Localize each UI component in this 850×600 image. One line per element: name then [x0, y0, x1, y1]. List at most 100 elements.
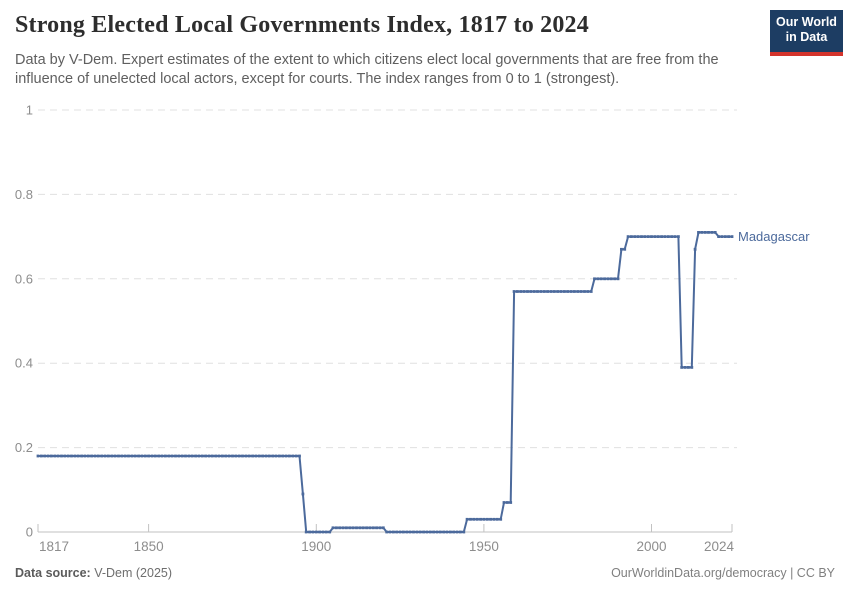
- data-point: [190, 454, 194, 458]
- x-axis-tick-label: 2024: [704, 539, 735, 554]
- data-point: [46, 454, 50, 458]
- data-point: [723, 235, 727, 238]
- x-axis-tick-label: 1850: [134, 539, 164, 554]
- data-point: [83, 454, 87, 458]
- credit-text: OurWorldinData.org/democracy | CC BY: [611, 566, 835, 580]
- data-point: [499, 517, 503, 521]
- y-axis-tick-label: 1: [26, 103, 33, 118]
- data-point: [153, 454, 157, 458]
- data-point: [660, 235, 663, 238]
- data-point: [556, 290, 560, 293]
- data-point: [405, 530, 409, 534]
- data-point: [140, 454, 144, 458]
- data-point: [552, 290, 556, 293]
- data-point: [257, 454, 261, 458]
- data-point: [693, 247, 697, 251]
- data-point: [539, 290, 543, 293]
- data-point: [700, 231, 704, 234]
- data-point: [288, 454, 291, 458]
- data-point: [331, 526, 335, 530]
- y-axis-tick-label: 0.2: [15, 440, 33, 455]
- data-point: [532, 290, 536, 293]
- data-point: [506, 501, 509, 504]
- data-point: [536, 290, 539, 293]
- data-point: [596, 277, 600, 281]
- data-point: [586, 290, 590, 293]
- data-point: [388, 530, 392, 534]
- data-point: [267, 454, 271, 458]
- data-point: [160, 454, 164, 458]
- data-point: [53, 454, 57, 458]
- data-point: [445, 530, 449, 534]
- data-point: [385, 530, 389, 534]
- data-point: [217, 454, 221, 458]
- data-point: [96, 454, 100, 458]
- data-point: [80, 454, 83, 458]
- series-end-label: Madagascar: [738, 229, 810, 244]
- data-point: [341, 526, 345, 530]
- data-point: [348, 526, 352, 530]
- data-point: [626, 235, 630, 238]
- data-source-value: V-Dem (2025): [90, 566, 173, 580]
- data-point: [308, 530, 311, 534]
- data-point: [338, 526, 342, 530]
- data-point: [432, 530, 435, 534]
- data-point: [727, 235, 730, 238]
- data-point: [365, 526, 368, 530]
- data-point: [378, 526, 382, 530]
- data-point: [261, 454, 264, 458]
- data-point: [194, 454, 197, 458]
- data-point: [234, 454, 238, 458]
- data-point: [247, 454, 251, 458]
- data-point: [395, 530, 399, 534]
- data-point: [636, 235, 640, 238]
- data-point: [371, 526, 375, 530]
- data-point: [294, 454, 298, 458]
- data-point: [177, 454, 181, 458]
- data-point: [110, 454, 114, 458]
- data-point: [130, 454, 134, 458]
- data-point: [127, 454, 130, 458]
- data-point: [117, 454, 120, 458]
- data-point: [137, 454, 140, 458]
- data-point: [489, 517, 492, 521]
- data-point: [656, 235, 660, 238]
- data-point: [707, 231, 710, 234]
- data-point: [93, 454, 97, 458]
- data-point: [214, 454, 218, 458]
- x-axis-tick-label: 1950: [469, 539, 499, 554]
- data-point: [321, 530, 325, 534]
- data-point: [519, 290, 523, 293]
- data-point: [207, 454, 211, 458]
- data-point: [603, 277, 606, 281]
- data-point: [589, 290, 593, 293]
- data-point: [620, 247, 623, 251]
- data-point: [576, 290, 580, 293]
- data-point: [355, 526, 358, 530]
- data-point: [184, 454, 187, 458]
- data-point: [653, 235, 657, 238]
- data-point: [703, 231, 707, 234]
- data-point: [180, 454, 184, 458]
- data-point: [40, 454, 43, 458]
- data-point: [90, 454, 93, 458]
- chart-subtitle: Data by V-Dem. Expert estimates of the e…: [15, 52, 719, 87]
- data-point: [304, 530, 308, 534]
- data-point: [573, 290, 576, 293]
- data-point: [418, 530, 422, 534]
- data-point: [63, 454, 67, 458]
- series-line-madagascar: [38, 231, 732, 533]
- data-point: [345, 526, 348, 530]
- data-point: [368, 526, 372, 530]
- data-point: [167, 454, 171, 458]
- data-point: [284, 454, 288, 458]
- data-point: [50, 454, 53, 458]
- data-point: [328, 530, 332, 534]
- data-point: [566, 290, 570, 293]
- data-point: [599, 277, 603, 281]
- data-point: [452, 530, 456, 534]
- owid-logo-line2: in Data: [785, 30, 828, 44]
- x-axis-tick-label: 1817: [39, 539, 69, 554]
- data-point: [398, 530, 402, 534]
- data-point: [495, 517, 499, 521]
